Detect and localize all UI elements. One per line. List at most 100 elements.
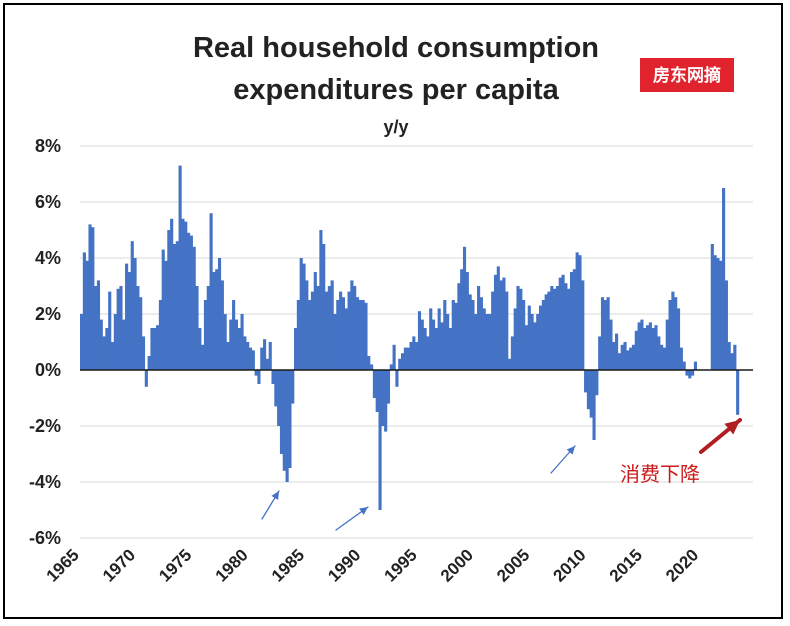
- bar: [212, 272, 216, 370]
- bar: [733, 344, 737, 370]
- bar: [139, 297, 143, 370]
- bar: [510, 336, 514, 370]
- bar: [564, 283, 568, 370]
- bar: [189, 235, 193, 370]
- bar: [141, 336, 146, 370]
- bar: [178, 165, 182, 370]
- bar: [536, 314, 540, 370]
- bar: [341, 297, 345, 370]
- bar: [617, 353, 621, 370]
- bar: [184, 221, 188, 370]
- bar: [448, 328, 452, 370]
- bar: [640, 319, 644, 370]
- bar: [91, 227, 95, 370]
- bar: [187, 232, 191, 370]
- watermark-background: [640, 58, 734, 92]
- y-tick-label: -4%: [29, 472, 61, 492]
- bar: [260, 347, 264, 370]
- bar: [246, 342, 250, 370]
- bar: [505, 291, 509, 370]
- y-tick-label: -6%: [29, 528, 61, 548]
- bar: [727, 342, 731, 370]
- bar: [170, 218, 174, 370]
- bar: [417, 311, 422, 370]
- bar: [156, 325, 160, 370]
- bar: [192, 246, 196, 370]
- y-axis-tick-labels: 8% 6% 4% 2% 0% -2% -4% -6%: [29, 136, 61, 548]
- bar: [437, 308, 441, 370]
- bar: [116, 288, 120, 370]
- bar: [736, 370, 740, 415]
- bar: [581, 280, 585, 370]
- bar: [516, 286, 520, 370]
- bar: [538, 305, 543, 370]
- bar: [567, 288, 571, 370]
- bar: [251, 350, 255, 370]
- annotation-arrows: [261, 418, 742, 531]
- bar: [330, 280, 334, 370]
- bar: [544, 294, 548, 370]
- bar: [201, 344, 205, 370]
- bar: [80, 314, 84, 370]
- bar: [491, 291, 495, 370]
- bar: [203, 300, 208, 370]
- bar: [209, 213, 213, 370]
- bar: [533, 322, 537, 370]
- arrow-1982-recession: [261, 490, 280, 520]
- chart-subtitle: y/y: [383, 117, 408, 137]
- bar: [248, 347, 253, 370]
- bar-series: [80, 165, 740, 510]
- bar: [665, 319, 669, 370]
- bar: [474, 314, 478, 370]
- bar: [662, 347, 667, 370]
- bar: [237, 328, 241, 370]
- bar: [361, 300, 365, 370]
- y-tick-label: -2%: [29, 416, 61, 436]
- bar: [240, 314, 244, 370]
- bar: [457, 283, 461, 370]
- bar: [558, 277, 562, 370]
- bar: [524, 325, 529, 370]
- bar: [460, 269, 464, 370]
- bar: [319, 230, 323, 370]
- bar: [85, 260, 89, 370]
- bar: [88, 224, 92, 370]
- bar: [305, 280, 309, 370]
- bar: [598, 336, 602, 370]
- bar: [719, 260, 723, 370]
- arrow-recent-decline: [699, 418, 742, 454]
- bar: [254, 370, 258, 376]
- bar: [344, 308, 348, 370]
- bar: [310, 291, 315, 370]
- bar: [406, 347, 410, 370]
- bar: [153, 328, 157, 370]
- bar: [415, 342, 419, 370]
- bar: [716, 258, 720, 370]
- bar: [589, 370, 593, 418]
- watermark-text: 房东网摘: [653, 65, 721, 86]
- arrow-head: [271, 491, 279, 500]
- bar: [285, 370, 289, 482]
- bar: [322, 244, 326, 370]
- bar: [440, 322, 444, 370]
- x-axis-tick-labels: 1965 1970 1975 1980 1985 1990 1995 2000 2005 2010…: [43, 545, 703, 585]
- bar: [164, 260, 168, 370]
- bar: [257, 370, 261, 384]
- bar: [282, 370, 286, 471]
- bar: [637, 322, 641, 370]
- bar: [485, 314, 489, 370]
- bar: [395, 370, 399, 387]
- bar: [530, 314, 534, 370]
- bar: [693, 361, 697, 370]
- bar: [195, 286, 199, 370]
- bar: [426, 336, 430, 370]
- bar: [232, 300, 236, 370]
- bar: [606, 297, 610, 370]
- x-tick-label: 2010: [550, 545, 590, 585]
- x-tick-label: 2005: [493, 545, 533, 585]
- bar: [339, 291, 343, 370]
- bar: [423, 328, 427, 370]
- bar: [488, 314, 492, 370]
- bar: [105, 328, 109, 370]
